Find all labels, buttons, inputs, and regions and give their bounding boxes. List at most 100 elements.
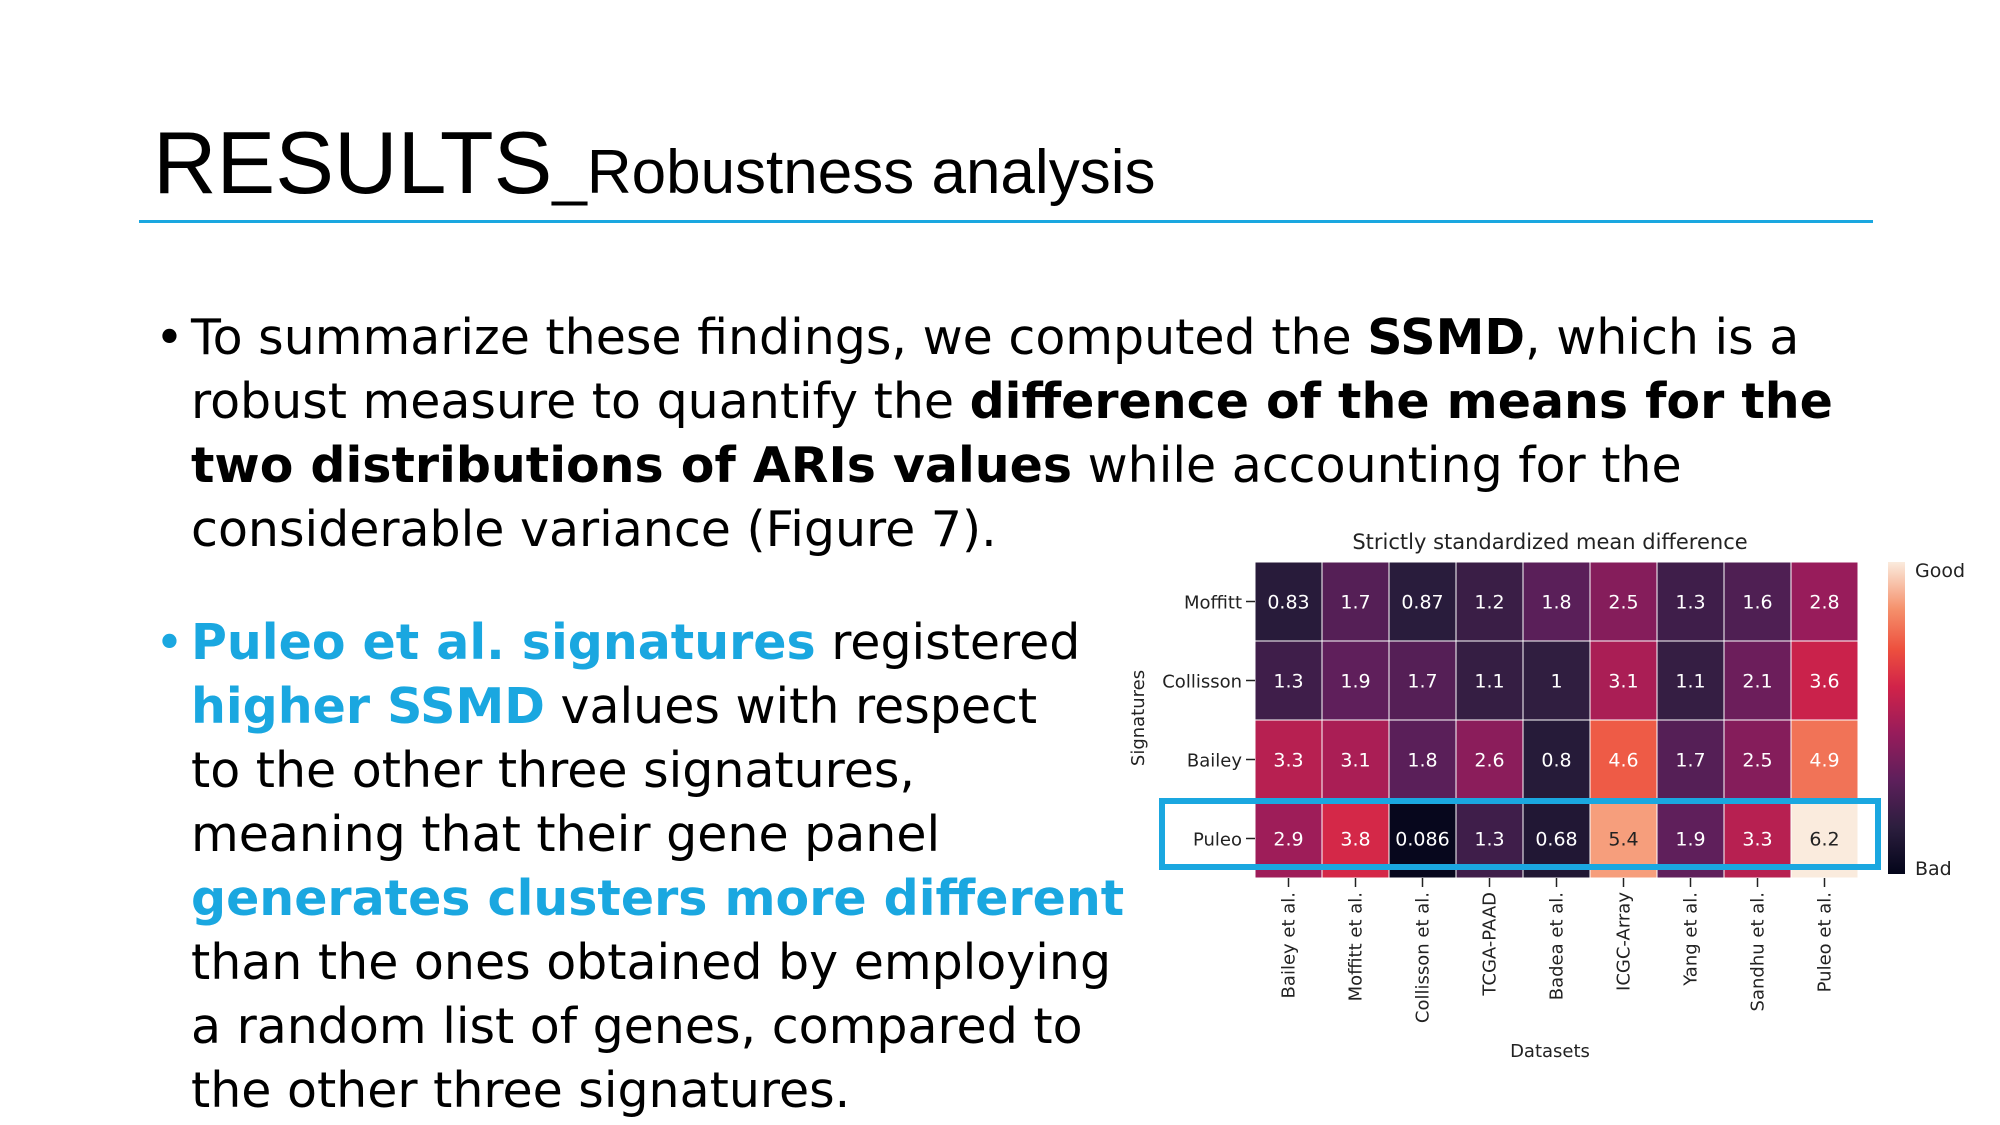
x-tick-label: Yang et al.	[1681, 892, 1702, 987]
cell-value-label: 2.6	[1474, 750, 1504, 772]
text-span: while accounting for the	[1072, 437, 1682, 494]
text-span: To summarize these findings, we computed…	[191, 309, 1368, 366]
y-tick-label: Puleo	[1193, 830, 1242, 851]
heatmap-cell	[1321, 640, 1390, 721]
cell-value-label: 3.3	[1273, 750, 1303, 772]
cell-value-label: 0.68	[1535, 829, 1577, 851]
text-span: , which is a	[1525, 309, 1800, 366]
heatmap-cell	[1656, 561, 1725, 642]
bold-span: SSMD	[1367, 309, 1526, 366]
bold-span: difference of the means for the	[969, 373, 1833, 430]
heatmap-cell	[1455, 640, 1524, 721]
title-underline	[139, 220, 1873, 223]
x-tick-label: Collisson et al.	[1413, 892, 1434, 1023]
text-line: the other three signatures.	[191, 1062, 851, 1119]
heatmap-cell	[1723, 640, 1792, 721]
heatmap-cell	[1455, 561, 1524, 642]
chart-title: Strictly standardized mean difference	[1352, 530, 1747, 554]
text-line: meaning that their gene panel	[191, 806, 941, 863]
text-span: considerable variance (Figure 7).	[191, 501, 997, 558]
heatmap-cell	[1790, 561, 1859, 642]
heatmap-cell	[1321, 561, 1390, 642]
y-tick-label: Bailey	[1187, 751, 1242, 772]
cell-value-label: 1.7	[1675, 750, 1705, 772]
cell-value-label: 1.9	[1340, 671, 1370, 693]
heatmap-cell	[1388, 719, 1457, 800]
heatmap-cell	[1723, 561, 1792, 642]
heatmap-cell	[1522, 561, 1591, 642]
heatmap-cell	[1790, 719, 1859, 800]
cell-value-label: 1.3	[1273, 671, 1303, 693]
cell-value-label: 0.83	[1267, 592, 1309, 614]
x-tick-labels: Bailey et al. Moffitt et al. Collisson et …	[1279, 878, 1836, 1023]
bullet-puleo-text: Puleo et al. signatures registered highe…	[191, 611, 1124, 1123]
cell-value-label: 3.1	[1340, 750, 1370, 772]
cell-value-label: 1.3	[1675, 592, 1705, 614]
cell-value-label: 6.2	[1809, 829, 1839, 851]
cell-value-label: 1.7	[1407, 671, 1437, 693]
x-tick-label: Moffitt et al.	[1346, 892, 1367, 1001]
cell-value-label: 1.1	[1675, 671, 1705, 693]
heatmap-cell	[1388, 561, 1457, 642]
text-span: robust measure to quantify the	[191, 373, 970, 430]
y-tick-labels: Moffitt Collisson Bailey Puleo	[1162, 593, 1255, 851]
x-tick-label: Puleo et al.	[1815, 892, 1836, 992]
heatmap-cell	[1522, 719, 1591, 800]
bullet-dot: •	[155, 309, 184, 366]
cell-value-label: 1.6	[1742, 592, 1772, 614]
highlight-span: Puleo et al. signatures	[191, 614, 816, 671]
cell-value-label: 1.9	[1675, 829, 1705, 851]
x-tick-label: ICGC-Array	[1614, 892, 1635, 991]
cell-value-label: 1.8	[1407, 750, 1437, 772]
text-span: registered	[815, 614, 1081, 671]
text-line: to the other three signatures,	[191, 742, 915, 799]
cell-value-label: 1.8	[1541, 592, 1571, 614]
cell-value-label: 3.8	[1340, 829, 1370, 851]
cell-value-label: 3.3	[1742, 829, 1772, 851]
x-tick-label: TCGA-PAAD	[1480, 892, 1501, 997]
cell-value-label: 1.7	[1340, 592, 1370, 614]
y-axis-label: Signatures	[1128, 670, 1149, 766]
cell-value-label: 1.3	[1474, 829, 1504, 851]
cell-value-label: 0.8	[1541, 750, 1571, 772]
text-line: than the ones obtained by employing	[191, 934, 1112, 991]
heatmap-cell	[1723, 719, 1792, 800]
cell-value-label: 2.8	[1809, 592, 1839, 614]
bullet-dot: •	[155, 614, 184, 671]
highlight-span: higher SSMD	[191, 678, 545, 735]
colorbar	[1888, 562, 1905, 874]
cell-value-label: 5.4	[1608, 829, 1638, 851]
puleo-highlight-box	[1159, 798, 1881, 870]
x-tick-label: Bailey et al.	[1279, 892, 1300, 998]
y-tick-label: Collisson	[1162, 672, 1242, 693]
slide-title: RESULTS_Robustness analysis	[153, 112, 1155, 214]
colorbar-good-label: Good	[1915, 560, 1965, 582]
cell-value-label: 1.1	[1474, 671, 1504, 693]
bold-span: two distributions of ARIs values	[191, 437, 1073, 494]
cell-value-label: 0.086	[1395, 829, 1449, 851]
heatmap-cells: 0.83 1.7 0.87 1.2 1.8 2.5 1.3 1.6 2.8 1.3 1.9 1.7 1.…	[1254, 561, 1859, 879]
highlight-span: generates clusters more different	[191, 870, 1125, 927]
cell-value-label: 4.9	[1809, 750, 1839, 772]
title-main: RESULTS	[153, 113, 553, 212]
heatmap-cell	[1522, 640, 1591, 721]
cell-value-label: 2.1	[1742, 671, 1772, 693]
cell-value-label: 2.5	[1608, 592, 1638, 614]
cell-value-label: 0.87	[1401, 592, 1443, 614]
heatmap-cell	[1321, 719, 1390, 800]
heatmap-cell	[1589, 640, 1658, 721]
heatmap-cell	[1455, 719, 1524, 800]
text-line: a random list of genes, compared to	[191, 998, 1083, 1055]
cell-value-label: 2.9	[1273, 829, 1303, 851]
cell-value-label: 2.5	[1742, 750, 1772, 772]
colorbar-bad-label: Bad	[1915, 858, 1952, 880]
bullet-ssmd-text: To summarize these findings, we computed…	[191, 306, 1833, 562]
cell-value-label: 4.6	[1608, 750, 1638, 772]
cell-value-label: 1	[1550, 671, 1562, 693]
text-span: values with respect	[544, 678, 1038, 735]
cell-value-label: 3.1	[1608, 671, 1638, 693]
title-sub: _Robustness analysis	[552, 138, 1156, 207]
x-tick-label: Badea et al.	[1547, 892, 1568, 1000]
cell-value-label: 1.2	[1474, 592, 1504, 614]
x-tick-label: Sandhu et al.	[1748, 892, 1769, 1011]
